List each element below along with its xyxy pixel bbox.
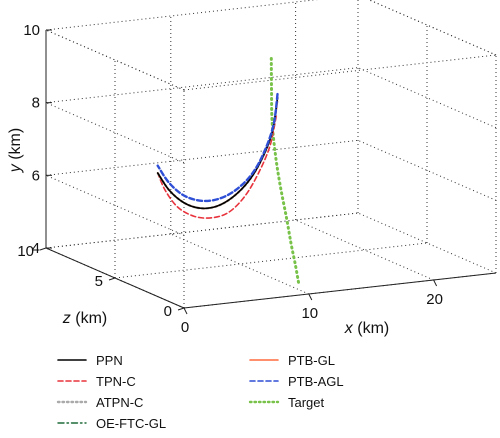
box-edge-dotted: [45, 29, 185, 91]
y-tick-label: 8: [32, 95, 40, 112]
y-tick-label: 10: [23, 22, 40, 39]
axes-box: [39, 29, 497, 315]
legend-label: Target: [288, 395, 325, 410]
box-edge-dotted: [183, 54, 497, 91]
x-tick-mark: [183, 307, 188, 315]
grid-line: [170, 233, 309, 295]
x-axis-label: x (km): [344, 320, 389, 337]
z-tick-label: 5: [95, 273, 103, 290]
grid-line: [295, 219, 434, 281]
legend-item: OE-FTC-GL: [57, 416, 166, 431]
z-tick-mark: [108, 277, 116, 281]
grid: [45, 0, 497, 309]
z-tick-label: 10: [17, 243, 34, 260]
series-line-atpn-c: [156, 96, 279, 210]
legend-item: PTB-AGL: [249, 374, 344, 389]
series-line-tpn-c: [156, 115, 278, 219]
grid-line: [45, 212, 359, 249]
series-line-ppn: [156, 97, 279, 210]
legend-label: PTB-AGL: [288, 374, 344, 389]
x-tick-mark: [308, 293, 313, 301]
legend-item: PPN: [57, 353, 123, 368]
legend-label: PTB-GL: [288, 353, 335, 368]
series-line-ptb-agl: [156, 92, 279, 203]
x-tick-mark: [433, 279, 438, 287]
z-tick-mark: [39, 247, 47, 251]
x-tick-label: 20: [426, 291, 443, 308]
grid-line: [45, 67, 359, 104]
grid-line: [45, 139, 359, 176]
grid-line: [45, 0, 318, 31]
legend-item: TPN-C: [57, 374, 136, 389]
legend-label: ATPN-C: [96, 395, 143, 410]
legend: PPN TPN-C ATPN-C OE-FTC-GL PTB-GL PTB-AGL Targ…: [56, 353, 344, 431]
x-tick-label: 0: [181, 319, 189, 336]
legend-item: Target: [248, 395, 325, 410]
series-line-ptb-gl: [156, 100, 279, 210]
legend-label: PPN: [96, 353, 123, 368]
grid-line: [114, 242, 428, 279]
grid-line: [45, 29, 185, 91]
legend-label: OE-FTC-GL: [96, 416, 166, 431]
y-tick-label: 6: [32, 167, 40, 184]
legend-item: PTB-GL: [249, 353, 335, 368]
x-tick-label: 10: [301, 305, 318, 322]
legend-label: TPN-C: [96, 374, 136, 389]
z-tick-mark: [177, 307, 185, 311]
legend-item: ATPN-C: [56, 395, 143, 410]
z-axis-label: z (km): [62, 310, 107, 327]
series-line-oe-ftc-gl: [157, 97, 279, 210]
series-line-target: [269, 57, 301, 285]
z-tick-label: 0: [164, 303, 172, 320]
y-tick-label: 4: [32, 240, 40, 257]
x-axis-line: [183, 272, 497, 309]
series-layer: [156, 57, 301, 285]
y-axis-label: y (km): [7, 128, 24, 173]
